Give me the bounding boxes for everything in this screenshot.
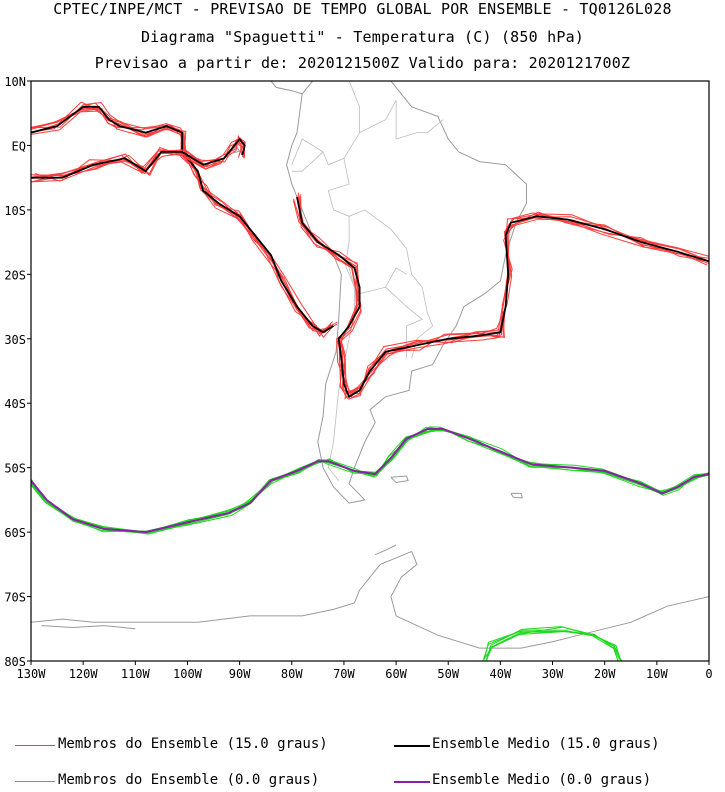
y-tick-label-80S: 80S xyxy=(4,655,26,669)
x-tick-label-130W: 130W xyxy=(17,667,47,681)
header-title-line2: Diagrama "Spaguetti" - Temperatura (C) (… xyxy=(140,28,585,46)
series-layer xyxy=(31,101,709,661)
y-tick-label-70S: 70S xyxy=(4,591,26,605)
x-tick-label-10W: 10W xyxy=(646,667,668,681)
ensemble-member-s4-m0 xyxy=(483,630,619,661)
ensemble-member-s3-m7 xyxy=(31,426,709,534)
ensemble-member-s0-m6 xyxy=(34,107,333,337)
y-tick-label-10N: 10N xyxy=(4,75,26,89)
y-tick-label-10S: 10S xyxy=(4,204,26,218)
legend-swatch-mean-15 xyxy=(394,745,430,747)
x-tick-label-100W: 100W xyxy=(173,667,203,681)
border-0 xyxy=(291,81,360,166)
legend-label-members-15: Membros do Ensemble (15.0 graus) xyxy=(58,736,328,752)
coastline-0 xyxy=(286,81,527,504)
x-tick-label-90W: 90W xyxy=(229,667,251,681)
ensemble-mean-s3 xyxy=(31,428,709,534)
ensemble-member-s2-m7 xyxy=(300,194,709,400)
ensemble-member-s3-m1 xyxy=(31,428,709,533)
x-tick-label-60W: 60W xyxy=(385,667,407,681)
legend-label-members-0: Membros do Ensemble (0.0 graus) xyxy=(58,772,320,788)
y-tick-label-30S: 30S xyxy=(4,333,26,347)
x-tick-label-20W: 20W xyxy=(594,667,616,681)
ensemble-member-s0-m2 xyxy=(31,101,331,334)
ensemble-member-s3-m2 xyxy=(31,426,709,535)
x-tick-label-70W: 70W xyxy=(333,667,355,681)
coastline-6 xyxy=(390,551,709,649)
ensemble-member-s1-m3 xyxy=(31,137,245,177)
y-tick-label-40S: 40S xyxy=(4,397,26,411)
ensemble-member-s3-m3 xyxy=(31,429,708,533)
coastline-7 xyxy=(510,492,523,499)
coastline-8 xyxy=(41,625,136,630)
ensemble-mean-s1 xyxy=(31,137,246,179)
legend-swatch-members-15 xyxy=(15,745,55,746)
ensemble-member-s3-m4 xyxy=(31,427,709,534)
x-tick-label-110W: 110W xyxy=(121,667,151,681)
ensemble-member-s0-m5 xyxy=(31,107,332,333)
ensemble-member-s1-m1 xyxy=(31,134,246,178)
ensemble-member-s3-m0 xyxy=(31,428,707,532)
y-tick-label-60S: 60S xyxy=(4,526,26,540)
ensemble-member-s3-m6 xyxy=(31,427,709,533)
coastline-9 xyxy=(375,544,397,556)
x-tick-label-50W: 50W xyxy=(437,667,459,681)
x-tick-label-30W: 30W xyxy=(542,667,564,681)
y-tick-label-EQ: EQ xyxy=(12,139,26,153)
ensemble-member-s0-m1 xyxy=(31,107,333,339)
coastline-1 xyxy=(270,81,303,95)
x-tick-label-0: 0 xyxy=(705,667,712,681)
legend-label-mean-15: Ensemble Medio (15.0 graus) xyxy=(432,736,660,752)
coastline-3 xyxy=(231,146,241,154)
coastline-2 xyxy=(389,81,391,82)
coastline-layer xyxy=(31,81,709,649)
header-title-line1: CPTEC/INPE/MCT - PREVISAO DE TEMPO GLOBA… xyxy=(53,0,672,18)
ensemble-member-s4-m5 xyxy=(483,629,619,661)
border-4 xyxy=(385,286,423,359)
axes-layer: 130W 120W 110W 100W 90W 80W 70W 60W 50W 40W 30W 20W… xyxy=(4,75,712,681)
ensemble-mean-s0 xyxy=(31,105,334,334)
legend-swatch-mean-0 xyxy=(394,781,430,783)
border-1 xyxy=(359,100,444,140)
ensemble-member-s4-m3 xyxy=(482,630,620,661)
x-tick-label-40W: 40W xyxy=(490,667,512,681)
ensemble-member-s3-m5 xyxy=(31,430,708,535)
header-title-line3: Previsao a partir de: 2020121500Z Valido… xyxy=(94,54,631,72)
legend-label-mean-0: Ensemble Medio (0.0 graus) xyxy=(432,772,652,788)
y-tick-label-20S: 20S xyxy=(4,268,26,282)
coastline-5 xyxy=(31,550,412,623)
x-tick-label-80W: 80W xyxy=(281,667,303,681)
ensemble-member-s4-m4 xyxy=(486,626,621,660)
border-6 xyxy=(291,151,324,172)
legend-swatch-members-0 xyxy=(15,781,55,782)
y-tick-label-50S: 50S xyxy=(4,462,26,476)
x-tick-label-120W: 120W xyxy=(69,667,99,681)
ensemble-mean-s2 xyxy=(296,196,709,399)
border-2 xyxy=(327,158,434,359)
ensemble-member-s1-m6 xyxy=(34,135,246,182)
plot-frame xyxy=(30,80,710,662)
coastline-4 xyxy=(390,475,409,484)
